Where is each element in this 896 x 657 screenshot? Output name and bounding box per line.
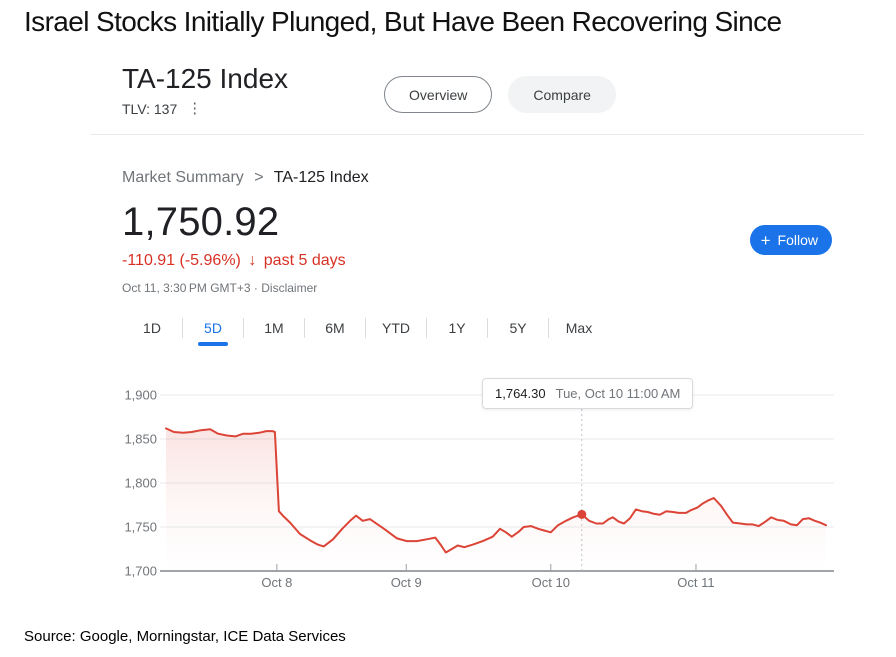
kebab-menu-icon[interactable]: ⋮: [187, 100, 203, 117]
y-axis-label: 1,800: [124, 476, 157, 491]
x-axis-label: Oct 11: [677, 575, 714, 590]
x-axis-label: Oct 8: [261, 575, 292, 590]
range-tab-1y[interactable]: 1Y: [448, 320, 466, 336]
tab-separator: [487, 318, 488, 338]
header-divider: [90, 134, 864, 135]
change-text: -110.91 (-5.96%): [122, 252, 241, 269]
breadcrumb-separator: >: [254, 169, 264, 186]
range-tab-max[interactable]: Max: [565, 320, 593, 336]
follow-label: Follow: [777, 232, 818, 248]
disclaimer-link[interactable]: Disclaimer: [261, 281, 318, 295]
chart-canvas[interactable]: 1,900 1,850 1,800 1,750 1,700 Oct 8 Oct 9 Oct 1…: [90, 373, 880, 600]
breadcrumb-market-summary[interactable]: Market Summary: [122, 169, 244, 186]
breadcrumb: Market Summary > TA-125 Index: [90, 169, 880, 187]
plus-icon: +: [760, 230, 771, 250]
tooltip-value: 1,764.30: [495, 386, 546, 401]
tab-separator: [243, 318, 244, 338]
range-tabs: 1D 5D 1M 6M YTD 1Y 5Y Max: [90, 316, 880, 346]
chart-tooltip: 1,764.30 Tue, Oct 10 11:00 AM: [482, 378, 694, 409]
area-fill: [166, 428, 826, 571]
price-value: 1,750.92: [122, 200, 280, 244]
tab-separator: [304, 318, 305, 338]
tab-separator: [548, 318, 549, 338]
range-tab-ytd[interactable]: YTD: [382, 320, 410, 336]
change-period: past 5 days: [263, 252, 346, 269]
y-axis-label: 1,900: [124, 388, 157, 403]
tab-separator: [426, 318, 427, 338]
price-change: -110.91 (-5.96%) ↓ past 5 days: [90, 252, 880, 270]
ticker-symbol: TLV: 137: [122, 101, 178, 117]
x-axis-label: Oct 10: [532, 575, 570, 590]
compare-button[interactable]: Compare: [508, 76, 616, 113]
page-title: Israel Stocks Initially Plunged, But Hav…: [24, 6, 782, 37]
range-tab-5d[interactable]: 5D: [183, 316, 243, 346]
tab-separator: [365, 318, 366, 338]
range-tab-1d[interactable]: 1D: [143, 320, 161, 336]
range-tab-5y[interactable]: 5Y: [509, 320, 527, 336]
range-tab-1m[interactable]: 1M: [264, 320, 284, 336]
timestamp: Oct 11, 3:30 PM GMT+3 ·: [122, 281, 258, 295]
widget-header: TA-125 Index TLV: 137 ⋮ Overview Compare: [90, 62, 880, 117]
active-tab-underline: [198, 342, 228, 346]
breadcrumb-current: TA-125 Index: [273, 169, 369, 186]
index-title-block: TA-125 Index TLV: 137 ⋮: [122, 62, 288, 117]
marker-dot: [577, 509, 587, 519]
finance-widget: TA-125 Index TLV: 137 ⋮ Overview Compare…: [90, 62, 880, 600]
range-tab-6m[interactable]: 6M: [325, 320, 345, 336]
y-axis-label: 1,750: [124, 520, 157, 535]
y-axis-label: 1,850: [124, 432, 157, 447]
source-note: Source: Google, Morningstar, ICE Data Se…: [24, 628, 346, 645]
arrow-down-icon: ↓: [248, 252, 257, 269]
overview-button[interactable]: Overview: [384, 76, 493, 113]
price-line: [165, 427, 827, 554]
index-name: TA-125 Index: [122, 63, 289, 94]
x-axis-label: Oct 9: [391, 575, 422, 590]
timestamp-row: Oct 11, 3:30 PM GMT+3 · Disclaimer: [90, 281, 880, 295]
y-axis-label: 1,700: [124, 564, 157, 579]
tooltip-time: Tue, Oct 10 11:00 AM: [555, 386, 681, 401]
price-chart: 1,900 1,850 1,800 1,750 1,700 Oct 8 Oct 9 Oct 1…: [90, 373, 880, 600]
tab-separator: [182, 318, 183, 338]
follow-button[interactable]: + Follow: [749, 225, 832, 255]
